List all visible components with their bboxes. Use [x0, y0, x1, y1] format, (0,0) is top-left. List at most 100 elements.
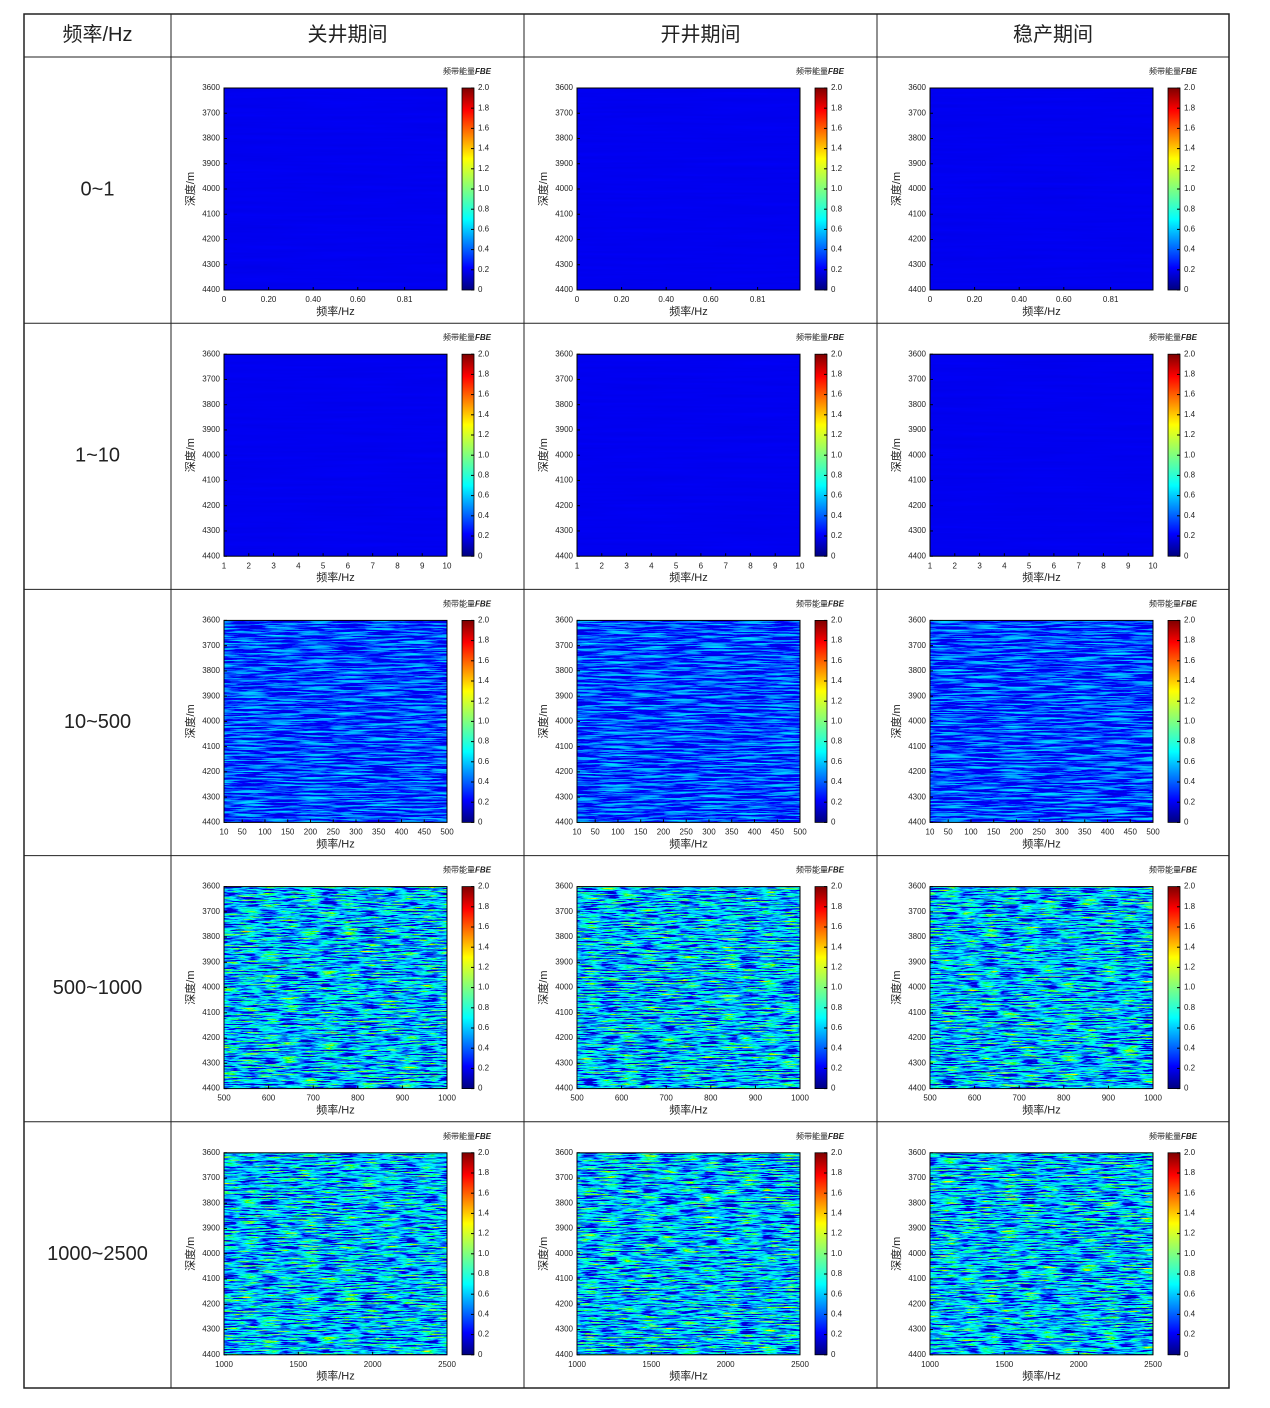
colorbar-tick-label: 1.0	[1184, 450, 1196, 459]
colorbar-title-var: FBE	[475, 67, 492, 76]
x-tick-label: 6	[346, 561, 351, 570]
x-tick-label: 0.40	[1011, 295, 1027, 304]
colorbar-title: 频带能量FBE	[443, 332, 492, 342]
colorbar-tick-label: 0.2	[831, 797, 843, 806]
x-tick-label: 3	[624, 561, 629, 570]
y-tick-label: 4400	[908, 285, 926, 294]
x-tick-label: 800	[1057, 1094, 1071, 1103]
colorbar-tick-label: 0.2	[1184, 265, 1196, 274]
colorbar-title-var: FBE	[475, 333, 492, 342]
x-tick-label: 7	[723, 561, 728, 570]
y-tick-label: 3700	[202, 641, 220, 650]
y-tick-label: 3800	[555, 666, 573, 675]
colorbar-tick-label: 0	[478, 551, 483, 560]
y-tick-label: 4300	[202, 1058, 220, 1067]
y-tick-label: 4000	[908, 450, 926, 459]
y-tick-label: 4400	[908, 1084, 926, 1093]
x-tick-label: 450	[771, 828, 785, 837]
x-tick-label: 5	[321, 561, 326, 570]
colorbar-tick-label: 2.0	[478, 1148, 490, 1157]
colorbar-tick-label: 1.8	[831, 902, 843, 911]
band-label: 10~500	[64, 711, 131, 733]
x-tick-label: 2	[247, 561, 252, 570]
colorbar-title-text: 频带能量	[443, 66, 475, 76]
y-tick-label: 4100	[202, 1008, 220, 1017]
x-axis-label: 频率/Hz	[669, 1369, 708, 1383]
x-tick-label: 9	[773, 561, 778, 570]
x-tick-label: 0.81	[397, 295, 413, 304]
x-tick-label: 0.81	[1103, 295, 1119, 304]
y-tick-label: 4300	[908, 1325, 926, 1334]
x-tick-label: 2	[953, 561, 958, 570]
y-tick-label: 4000	[202, 717, 220, 726]
x-tick-label: 0	[575, 295, 580, 304]
y-tick-label: 4100	[202, 1274, 220, 1283]
colorbar-tick-label: 1.8	[831, 370, 843, 379]
colorbar-title: 频带能量FBE	[796, 1131, 845, 1141]
y-tick-label: 4100	[202, 476, 220, 485]
colorbar-title-text: 频带能量	[443, 865, 475, 875]
colorbar-title-var: FBE	[475, 1132, 492, 1141]
y-tick-label: 3600	[202, 83, 220, 92]
column-header: 频率/Hz	[63, 23, 133, 46]
y-tick-label: 4200	[555, 235, 573, 244]
y-tick-label: 4000	[555, 983, 573, 992]
colorbar-tick-label: 1.4	[831, 410, 843, 419]
x-axis-label: 频率/Hz	[669, 570, 708, 584]
y-tick-label: 3600	[555, 349, 573, 358]
y-tick-label: 4000	[908, 184, 926, 193]
x-tick-label: 500	[570, 1094, 584, 1103]
y-tick-label: 3600	[555, 616, 573, 625]
colorbar-tick-label: 0.8	[1184, 737, 1196, 746]
colorbar-title-text: 频带能量	[443, 332, 475, 342]
colorbar-tick-label: 1.2	[478, 430, 490, 439]
colorbar-title: 频带能量FBE	[796, 865, 845, 875]
colorbar-tick-label: 1.8	[831, 103, 843, 112]
colorbar-tick-label: 2.0	[831, 882, 843, 891]
band-label: 0~1	[81, 178, 115, 200]
colorbar-tick-label: 0.2	[478, 797, 490, 806]
y-tick-label: 3700	[555, 108, 573, 117]
colorbar-tick-label: 2.0	[831, 83, 843, 92]
y-axis-label: 深度/m	[536, 172, 550, 206]
y-tick-label: 4000	[555, 184, 573, 193]
colorbar-tick-label: 1.6	[831, 656, 843, 665]
y-tick-label: 3900	[555, 425, 573, 434]
colorbar-tick-label: 0.6	[478, 491, 490, 500]
x-tick-label: 450	[418, 828, 432, 837]
y-tick-label: 3800	[908, 400, 926, 409]
x-axis-label: 频率/Hz	[1022, 836, 1061, 850]
colorbar-title: 频带能量FBE	[443, 865, 492, 875]
colorbar-title-var: FBE	[475, 600, 492, 609]
x-tick-label: 450	[1124, 828, 1138, 837]
x-tick-label: 250	[327, 828, 341, 837]
colorbar-title-text: 频带能量	[1149, 1131, 1181, 1141]
column-header: 关井期间	[308, 23, 388, 46]
colorbar-tick-label: 2.0	[478, 83, 490, 92]
colorbar-title-text: 频带能量	[1149, 332, 1181, 342]
colorbar-title-var: FBE	[1181, 600, 1198, 609]
x-tick-label: 500	[217, 1094, 231, 1103]
colorbar-tick-label: 1.6	[831, 922, 843, 931]
colorbar-tick-label: 0.2	[831, 531, 843, 540]
colorbar-tick-label: 0.2	[831, 265, 843, 274]
x-tick-label: 0.20	[614, 295, 630, 304]
colorbar-title: 频带能量FBE	[796, 599, 845, 609]
x-tick-label: 2500	[791, 1360, 809, 1369]
x-tick-label: 0.60	[350, 295, 366, 304]
heatmap-panel: 3600 3700 3800 3900 4000 4100 4200 4300 4400 深度/m…	[183, 865, 492, 1117]
y-tick-label: 4000	[555, 717, 573, 726]
y-tick-label: 3700	[202, 108, 220, 117]
heatmap	[930, 620, 1153, 823]
y-tick-label: 3800	[555, 400, 573, 409]
x-tick-label: 200	[1010, 828, 1024, 837]
colorbar-tick-label: 0	[1184, 285, 1189, 294]
colorbar-tick-label: 0.4	[831, 511, 843, 520]
y-tick-label: 4100	[908, 476, 926, 485]
colorbar-tick-label: 2.0	[831, 1148, 843, 1157]
y-tick-label: 3800	[555, 134, 573, 143]
colorbar-title-text: 频带能量	[1149, 66, 1181, 76]
x-tick-label: 400	[395, 828, 409, 837]
colorbar-tick-label: 1.0	[478, 184, 490, 193]
x-tick-label: 9	[420, 561, 425, 570]
